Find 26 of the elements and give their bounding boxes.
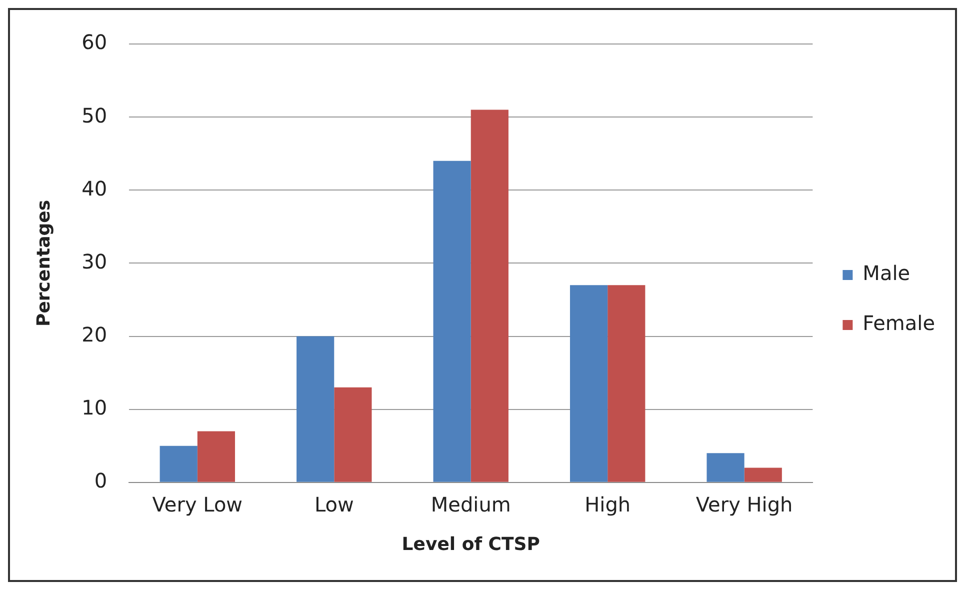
- bar: [433, 160, 471, 482]
- legend-label: Female: [862, 311, 936, 336]
- x-tick-label: Medium: [430, 492, 511, 517]
- bar: [197, 431, 236, 482]
- bar: [744, 468, 782, 482]
- y-tick-label: 20: [82, 322, 108, 346]
- x-tick-label: Very Low: [152, 492, 243, 517]
- y-tick-label: 60: [82, 30, 108, 54]
- y-tick-label: 0: [94, 468, 108, 493]
- y-tick-label: 50: [82, 103, 108, 128]
- y-tick-label: 40: [82, 176, 108, 200]
- x-axis-title: Level of CTSP: [402, 534, 540, 555]
- bar: [706, 453, 744, 482]
- x-tick-label: High: [584, 492, 631, 517]
- y-axis-title: Percentages: [33, 200, 54, 326]
- legend-label: Male: [862, 261, 910, 286]
- y-tick-label: 30: [82, 249, 108, 274]
- x-tick-label: Low: [314, 492, 354, 517]
- bar: [570, 285, 608, 482]
- bar: [160, 446, 198, 482]
- bar: [296, 336, 334, 482]
- x-tick-label: Very High: [696, 492, 793, 517]
- bar: [470, 110, 508, 482]
- y-tick-label: 10: [82, 396, 108, 420]
- bar: [608, 285, 646, 482]
- bar: [334, 387, 372, 482]
